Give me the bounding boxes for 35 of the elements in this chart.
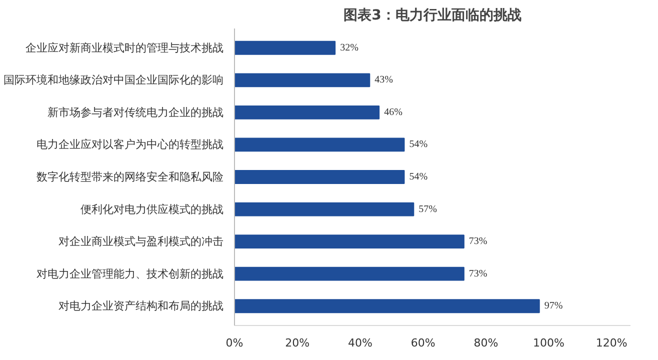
data-label: 43% bbox=[374, 74, 393, 86]
bar bbox=[234, 40, 336, 55]
y-tick-label: 电力企业应对以客户为中心的转型挑战 bbox=[36, 138, 224, 152]
bar bbox=[234, 170, 405, 184]
y-tick-label: 便利化对电力供应模式的挑战 bbox=[80, 202, 224, 216]
bar bbox=[234, 299, 540, 314]
data-label: 73% bbox=[468, 268, 488, 280]
x-tick-label: 40% bbox=[348, 336, 372, 350]
y-tick-label: 对企业商业模式与盈利模式的冲击 bbox=[58, 235, 224, 248]
data-label: 32% bbox=[340, 42, 358, 54]
bar bbox=[234, 73, 370, 88]
data-label: 54% bbox=[409, 172, 428, 182]
bar bbox=[234, 105, 380, 120]
x-tick-label: 60% bbox=[410, 336, 436, 350]
x-tick-label: 0% bbox=[226, 336, 244, 350]
y-tick-label: 国际环境和地缘政治对中国企业国际化的影响 bbox=[4, 74, 224, 87]
x-tick-label: 80% bbox=[474, 336, 498, 350]
chart-title: 图表3：电力行业面临的挑战 bbox=[344, 8, 522, 24]
y-tick-label: 对电力企业资产结构和布局的挑战 bbox=[58, 300, 224, 313]
y-tick-label: 企业应对新商业模式时的管理与技术挑战 bbox=[26, 41, 224, 54]
bar bbox=[234, 234, 464, 249]
y-tick-label: 对电力企业管理能力、技术创新的挑战 bbox=[36, 267, 224, 280]
y-tick-label: 数字化转型带来的网络安全和隐私风险 bbox=[36, 170, 224, 184]
bar bbox=[234, 266, 464, 281]
data-label: 73% bbox=[468, 236, 488, 248]
data-label: 97% bbox=[544, 300, 563, 312]
bar bbox=[234, 202, 414, 216]
y-tick-label: 新市场参与者对传统电力企业的挑战 bbox=[48, 106, 224, 119]
x-tick-label: 120% bbox=[596, 336, 628, 350]
bar bbox=[234, 138, 405, 152]
data-label: 57% bbox=[418, 204, 437, 215]
data-label: 46% bbox=[384, 106, 402, 118]
x-tick-label: 20% bbox=[285, 336, 310, 350]
x-tick-label: 100% bbox=[533, 336, 565, 350]
data-label: 54% bbox=[409, 139, 428, 150]
